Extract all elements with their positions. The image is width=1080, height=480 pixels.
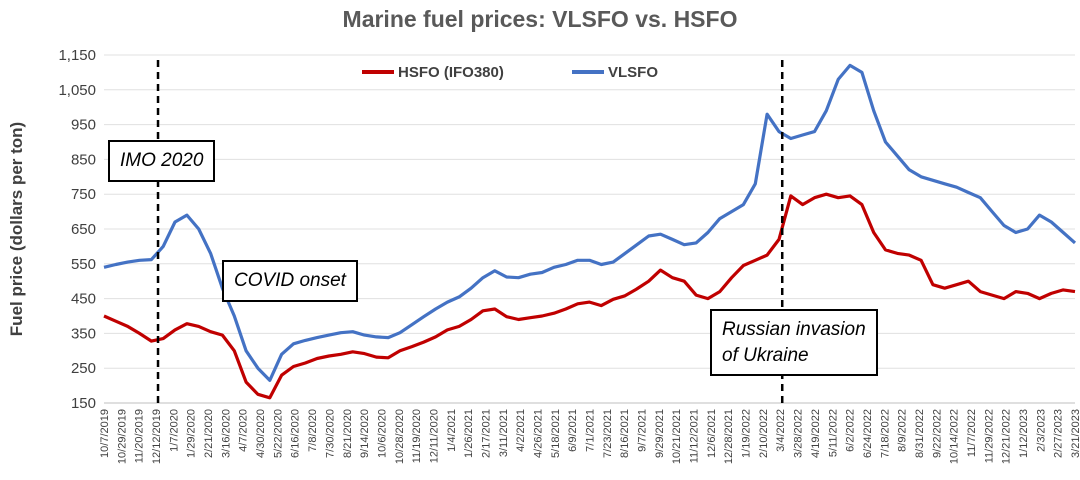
series-line-hsfo [103,192,1076,400]
x-tick-label: 1/29/2020 [186,409,198,458]
x-tick-label: 2/21/2020 [203,409,215,458]
y-tick-label: 250 [71,360,96,377]
x-tick-label: 11/19/2020 [411,409,423,463]
x-tick-label: 7/1/2021 [585,409,597,452]
x-tick-label: 8/31/2022 [914,409,926,458]
annotation-imo-2020: IMO 2020 [108,140,216,182]
x-tick-label: 6/2/2022 [845,409,857,452]
x-tick-label: 1/12/2023 [1018,409,1030,458]
x-tick-label: 4/7/2020 [238,409,250,452]
x-tick-label: 3/28/2022 [793,409,805,458]
x-tick-label: 3/4/2022 [775,409,787,452]
y-tick-label: 850 [71,151,96,168]
x-tick-label: 12/28/2021 [723,409,735,464]
x-tick-label: 4/2/2021 [515,409,527,452]
x-tick-label: 2/10/2022 [758,409,770,458]
x-tick-label: 8/9/2022 [897,409,909,452]
x-tick-label: 1/7/2020 [168,409,180,452]
x-tick-label: 4/19/2022 [810,409,822,458]
x-tick-label: 10/21/2021 [671,409,683,464]
x-tick-label: 8/16/2021 [619,409,631,458]
y-tick-label: 1,050 [58,82,96,99]
x-tick-label: 12/12/2019 [151,409,163,464]
x-tick-label: 7/8/2020 [307,409,319,452]
x-tick-label: 9/7/2021 [637,409,649,452]
y-axis-ticks: 150 250 350 450 550 650 750 850 950 1,050 1,150 [58,47,96,412]
x-tick-label: 8/21/2020 [342,409,354,458]
x-tick-label: 2/27/2023 [1053,409,1065,458]
x-tick-label: 2/17/2021 [480,409,492,458]
x-tick-label: 10/29/2019 [116,409,128,464]
x-tick-label: 6/9/2021 [567,409,579,452]
x-tick-label: 10/28/2020 [394,409,406,464]
annotation-russian-invasion: Russian invasion of Ukraine [710,309,878,377]
x-tick-label: 7/30/2020 [324,409,336,458]
y-tick-label: 950 [71,117,96,134]
x-tick-label: 10/7/2019 [99,409,111,458]
x-tick-label: 3/16/2020 [220,409,232,458]
y-axis-label: Fuel price (dollars per ton) [7,122,26,336]
y-tick-label: 750 [71,186,96,203]
legend-label: HSFO (IFO380) [398,64,504,81]
x-tick-label: 5/22/2020 [272,409,284,458]
gridlines [104,54,1075,404]
legend-label: VLSFO [608,64,658,81]
x-tick-label: 3/11/2021 [498,409,510,457]
x-tick-label: 3/21/2023 [1070,409,1080,458]
y-tick-label: 150 [71,395,96,412]
x-tick-label: 11/12/2021 [689,409,701,463]
x-tick-label: 11/7/2022 [966,409,978,457]
y-tick-label: 450 [71,291,96,308]
x-tick-label: 2/3/2023 [1035,409,1047,452]
x-tick-label: 12/6/2021 [706,409,718,458]
x-tick-label: 5/18/2021 [550,409,562,458]
chart-title: Marine fuel prices: VLSFO vs. HSFO [342,6,738,32]
x-tick-label: 4/30/2020 [255,409,267,458]
annotation-covid-onset: COVID onset [222,260,358,302]
x-tick-label: 7/23/2021 [602,409,614,458]
x-tick-label: 11/20/2019 [134,409,146,463]
x-tick-label: 12/21/2022 [1001,409,1013,464]
event-markers [156,60,784,403]
x-tick-label: 4/26/2021 [532,409,544,458]
x-axis-ticks: 10/7/2019 10/29/2019 11/20/2019 12/12/2019 1… [99,409,1080,464]
x-tick-label: 10/14/2022 [949,409,961,464]
x-tick-label: 9/22/2022 [931,409,943,458]
series-line-vlsfo [103,63,1077,382]
x-tick-label: 5/11/2022 [827,409,839,457]
y-tick-label: 350 [71,325,96,342]
y-tick-label: 1,150 [58,47,96,64]
x-tick-label: 1/26/2021 [463,409,475,458]
x-tick-label: 9/29/2021 [654,409,666,458]
x-tick-label: 10/6/2020 [376,409,388,458]
x-tick-label: 1/19/2022 [741,409,753,458]
x-tick-label: 12/11/2020 [428,409,440,463]
x-tick-label: 1/4/2021 [446,409,458,452]
x-tick-label: 6/16/2020 [290,409,302,458]
x-tick-label: 9/14/2020 [359,409,371,458]
x-tick-label: 7/18/2022 [879,409,891,458]
series-lines [103,63,1077,400]
y-tick-label: 650 [71,221,96,238]
x-tick-label: 6/24/2022 [862,409,874,458]
x-tick-label: 11/29/2022 [983,409,995,463]
y-tick-label: 550 [71,256,96,273]
legend: HSFO (IFO380) VLSFO [362,64,658,81]
